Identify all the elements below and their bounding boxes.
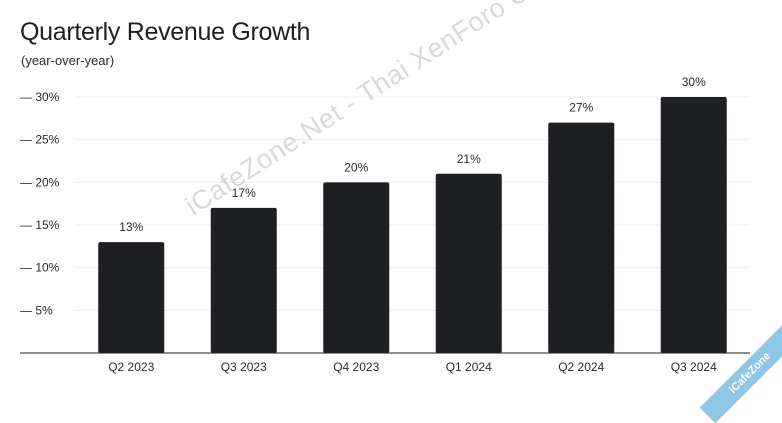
chart-title: Quarterly Revenue Growth: [20, 18, 311, 46]
bar: [435, 173, 502, 353]
y-axis-ticks: — 5% — 10% — 15% — 20% — 25% — 30%: [20, 90, 60, 317]
bar: [660, 97, 727, 353]
bar-chart: — 5% — 10% — 15% — 20% — 25% — 30% 13% 17% 20% 2…: [20, 75, 750, 374]
x-tick-label: Q1 2024: [446, 360, 492, 374]
bar: [98, 242, 165, 353]
bar: [210, 207, 277, 353]
bars: [98, 97, 727, 353]
x-tick-label: Q4 2023: [333, 360, 379, 374]
gridlines: [75, 96, 750, 311]
x-tick-label: Q2 2023: [108, 360, 154, 374]
data-label: 27%: [569, 101, 593, 115]
y-tick-label: — 30%: [20, 90, 60, 104]
y-tick-label: — 15%: [20, 218, 60, 232]
x-tick-label: Q3 2024: [671, 360, 717, 374]
x-tick-label: Q3 2023: [221, 360, 267, 374]
data-label: 13%: [119, 220, 143, 234]
bar: [323, 182, 390, 353]
x-axis-ticks: Q2 2023 Q3 2023 Q4 2023 Q1 2024 Q2 2024 Q3 20…: [108, 360, 717, 374]
data-label: 21%: [457, 152, 481, 166]
data-label: 17%: [232, 186, 256, 200]
data-label: 30%: [682, 75, 706, 89]
x-tick-label: Q2 2024: [558, 360, 604, 374]
y-tick-label: — 5%: [20, 303, 53, 317]
data-label: 20%: [344, 160, 368, 174]
bar: [548, 122, 615, 353]
y-tick-label: — 10%: [20, 261, 60, 275]
chart-subtitle: (year-over-year): [21, 53, 115, 68]
y-tick-label: — 20%: [20, 175, 60, 189]
data-labels: 13% 17% 20% 21% 27% 30%: [119, 75, 706, 234]
y-tick-label: — 25%: [20, 133, 60, 147]
